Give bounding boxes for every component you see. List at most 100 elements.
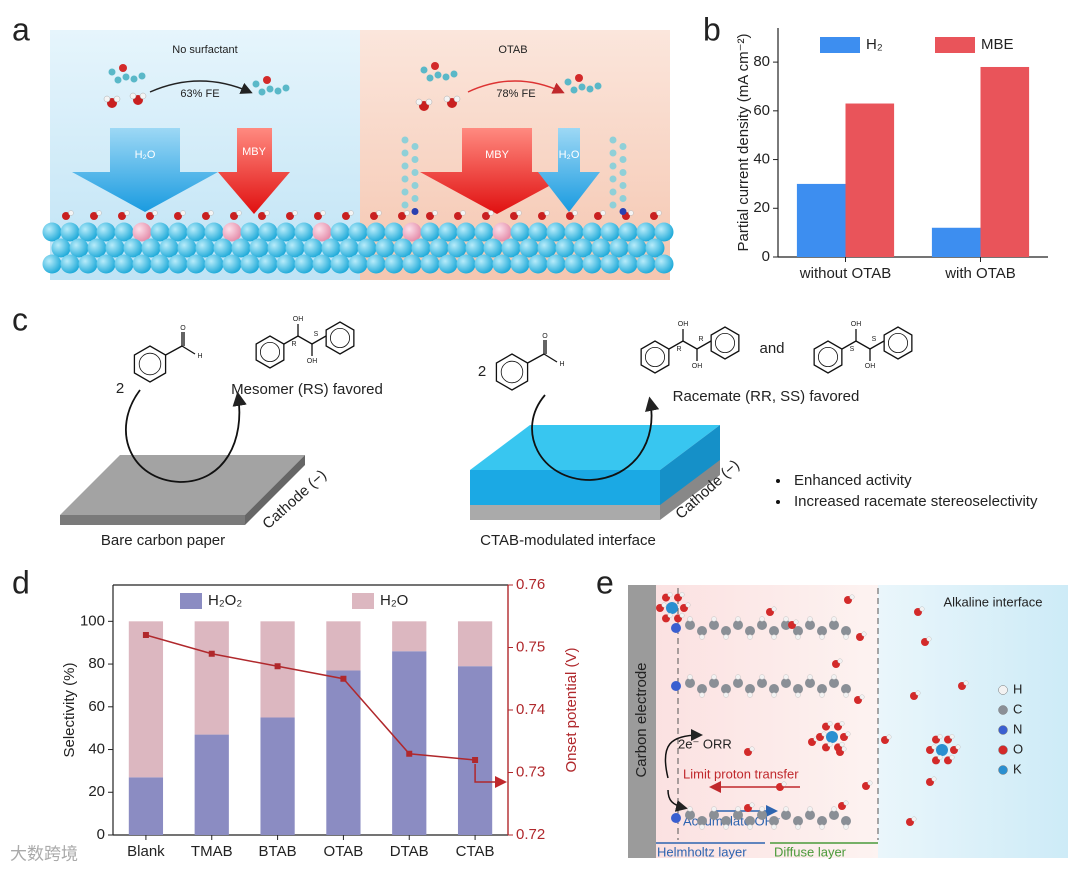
h-atom <box>723 634 729 640</box>
panel-c: 2 Mesomer (RS) favored Bare carbon paper… <box>60 316 1038 549</box>
h-atom <box>699 692 705 698</box>
surfactant-atom <box>619 143 627 150</box>
aromatic-circle <box>259 341 280 362</box>
surfactant-atom <box>609 149 617 157</box>
h-atom <box>911 816 917 822</box>
h-atom <box>771 824 777 830</box>
molecule-atom <box>130 75 138 83</box>
surface-atom <box>528 254 548 274</box>
surface-atom <box>222 222 242 242</box>
molecule-atom <box>138 72 146 80</box>
y-tick-label: 60 <box>753 102 770 119</box>
atom-label: O <box>180 325 186 332</box>
h-atom <box>859 694 865 700</box>
h-atom <box>839 721 845 727</box>
line <box>145 634 476 761</box>
legend-swatch <box>820 37 860 53</box>
adsorbate-h <box>404 210 410 216</box>
h-atom <box>723 692 729 698</box>
surface-atom <box>474 222 494 242</box>
surface-atom <box>582 254 602 274</box>
aromatic-circle <box>888 332 909 353</box>
c-atom <box>805 620 815 630</box>
surface-atom <box>564 254 584 274</box>
c-atom <box>745 626 755 636</box>
k-atom <box>936 744 948 756</box>
c-atom <box>817 816 827 826</box>
surfactant-atom <box>401 201 409 209</box>
c-atom <box>757 810 767 820</box>
c-atom <box>733 620 743 630</box>
surface-atom <box>447 238 467 258</box>
surfactant-atom <box>411 195 419 202</box>
h-atom <box>735 616 741 622</box>
surface-atom <box>285 238 305 258</box>
orr-arrow <box>667 789 688 812</box>
bar-segment <box>457 666 493 835</box>
benzene-ring <box>495 353 529 391</box>
water-h <box>425 98 433 106</box>
h-atom <box>679 592 685 598</box>
bond <box>682 340 698 350</box>
surfactant-atom <box>401 188 409 196</box>
molecule-atom <box>114 76 122 84</box>
h-atom <box>861 631 867 637</box>
adsorbate-o <box>174 212 182 220</box>
surface-atom <box>96 254 116 274</box>
water-h <box>113 95 121 103</box>
surface-atom <box>186 222 206 242</box>
benzene-ring <box>883 326 913 360</box>
bond <box>527 353 545 364</box>
h-atom <box>819 634 825 640</box>
surface-atom <box>240 254 260 274</box>
y-tick-label: 80 <box>88 655 105 672</box>
molecule-atom <box>266 85 274 93</box>
adsorbate-o <box>370 212 378 220</box>
adsorbate-o <box>118 212 126 220</box>
substrate-label: Bare carbon paper <box>101 532 225 549</box>
aromatic-circle <box>818 346 839 367</box>
h-atom <box>795 634 801 640</box>
surface-atom <box>645 238 665 258</box>
surfactant-atom <box>609 175 617 183</box>
adsorbate-h <box>572 210 578 216</box>
c-atom <box>841 816 851 826</box>
surface-atom <box>195 238 215 258</box>
legend-atom <box>998 705 1008 715</box>
surface-atom <box>303 238 323 258</box>
benzene-ring <box>133 345 167 383</box>
surfactant-atom <box>619 182 627 189</box>
atom-label: R <box>676 346 681 353</box>
surfactant-atom <box>401 149 409 157</box>
molecule-atom <box>594 82 602 90</box>
molecule-atom <box>282 84 290 92</box>
surface-atom <box>528 222 548 242</box>
layer-label: Helmholtz layer <box>657 844 747 859</box>
line-marker <box>208 650 215 657</box>
surface-atom <box>60 254 80 274</box>
reaction-coefficient: 2 <box>116 380 124 397</box>
molecule-atom <box>442 73 450 81</box>
atom-label: R <box>698 336 703 343</box>
adsorbate-h <box>628 210 634 216</box>
c-atom <box>769 684 779 694</box>
atom-label: S <box>850 346 855 353</box>
surface-atom <box>249 238 269 258</box>
c-atom <box>721 816 731 826</box>
adsorbate-o <box>90 212 98 220</box>
atom-label: OH <box>692 363 703 370</box>
c-atom <box>709 678 719 688</box>
molecule-atom <box>431 62 439 70</box>
bond <box>283 335 299 345</box>
y-tick-label: 20 <box>753 199 770 216</box>
surface-atom <box>159 238 179 258</box>
k-atom <box>826 731 838 743</box>
adsorbate-h <box>488 210 494 216</box>
h-atom <box>827 741 833 747</box>
surface-atom <box>204 254 224 274</box>
surface-atom <box>492 254 512 274</box>
x-tick-label: without OTAB <box>799 265 891 282</box>
panel-label: a <box>12 11 30 47</box>
surface-atom <box>42 254 62 274</box>
aromatic-circle <box>645 346 666 367</box>
